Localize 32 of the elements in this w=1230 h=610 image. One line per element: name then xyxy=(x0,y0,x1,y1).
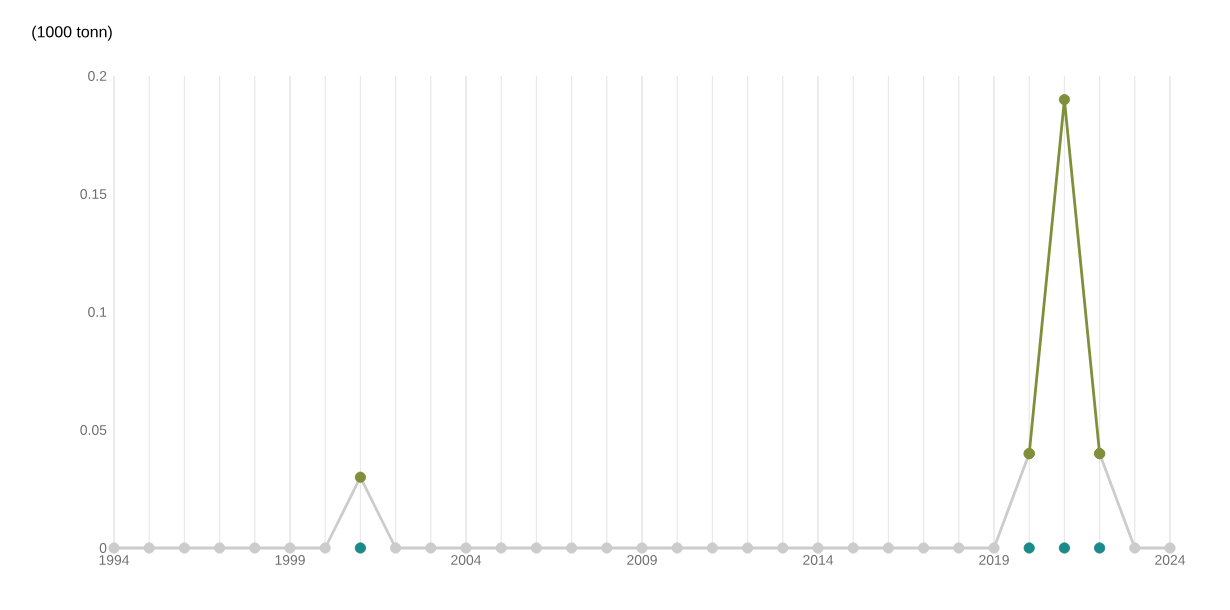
point xyxy=(847,542,859,554)
point xyxy=(1129,542,1141,554)
point xyxy=(214,542,226,554)
point xyxy=(1023,542,1035,554)
point xyxy=(460,542,472,554)
point xyxy=(742,542,754,554)
point xyxy=(354,542,366,554)
point xyxy=(988,542,1000,554)
point xyxy=(671,542,683,554)
point xyxy=(143,542,155,554)
point xyxy=(882,542,894,554)
point xyxy=(1058,94,1070,106)
point xyxy=(777,542,789,554)
point xyxy=(319,542,331,554)
point xyxy=(390,542,402,554)
point xyxy=(249,542,261,554)
point xyxy=(918,542,930,554)
point xyxy=(425,542,437,554)
point xyxy=(566,542,578,554)
point xyxy=(636,542,648,554)
point xyxy=(601,542,613,554)
point xyxy=(706,542,718,554)
point xyxy=(495,542,507,554)
point xyxy=(812,542,824,554)
point xyxy=(178,542,190,554)
point xyxy=(953,542,965,554)
point xyxy=(284,542,296,554)
point xyxy=(1164,542,1176,554)
point xyxy=(530,542,542,554)
point xyxy=(108,542,120,554)
point xyxy=(1094,542,1106,554)
point xyxy=(1058,542,1070,554)
